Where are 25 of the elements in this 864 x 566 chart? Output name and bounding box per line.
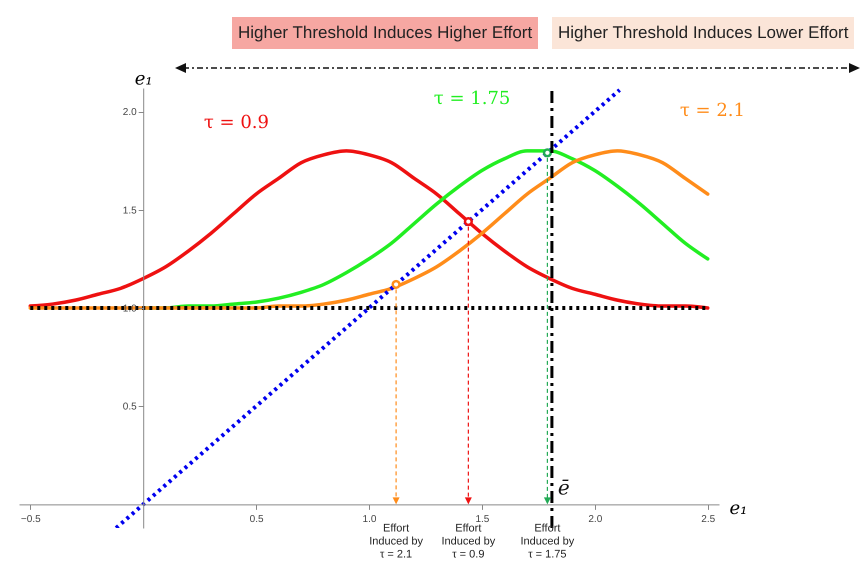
line-series (28, 149, 710, 310)
x-axis-title: e₁ (730, 498, 748, 519)
annotation: Effort Induced by τ = 0.9 (441, 522, 496, 560)
x-tick-label: 2.5 (701, 514, 716, 525)
annotation: Effort Induced by τ = 1.75 (520, 522, 575, 560)
point (542, 148, 552, 158)
y-tick-label: 1.0 (122, 304, 138, 314)
text: Higher Threshold Induces Lower Effort (552, 17, 854, 49)
text: τ = 0.9 (204, 112, 269, 133)
ref-line-label: ē (558, 475, 570, 500)
x-tick-label: −0.5 (20, 514, 42, 525)
y-axis-title: e₁ (134, 68, 153, 90)
x-tick-label: 1.0 (362, 514, 377, 525)
x-tick-label: 0.5 (250, 514, 264, 525)
annotation: Effort Induced by τ = 2.1 (369, 522, 424, 560)
text: τ = 1.75 (434, 88, 510, 109)
y-tick-label: 1.5 (122, 205, 138, 216)
y-tick-label: 0.5 (122, 402, 138, 413)
y-tick-label: 2.0 (122, 107, 138, 118)
text: Higher Threshold Induces Higher Effort (232, 17, 538, 49)
x-tick-label: 1.5 (475, 514, 490, 525)
text: τ = 2.1 (680, 100, 745, 121)
point (391, 280, 401, 290)
x-tick-label: 2.0 (588, 514, 603, 525)
point (464, 216, 473, 226)
